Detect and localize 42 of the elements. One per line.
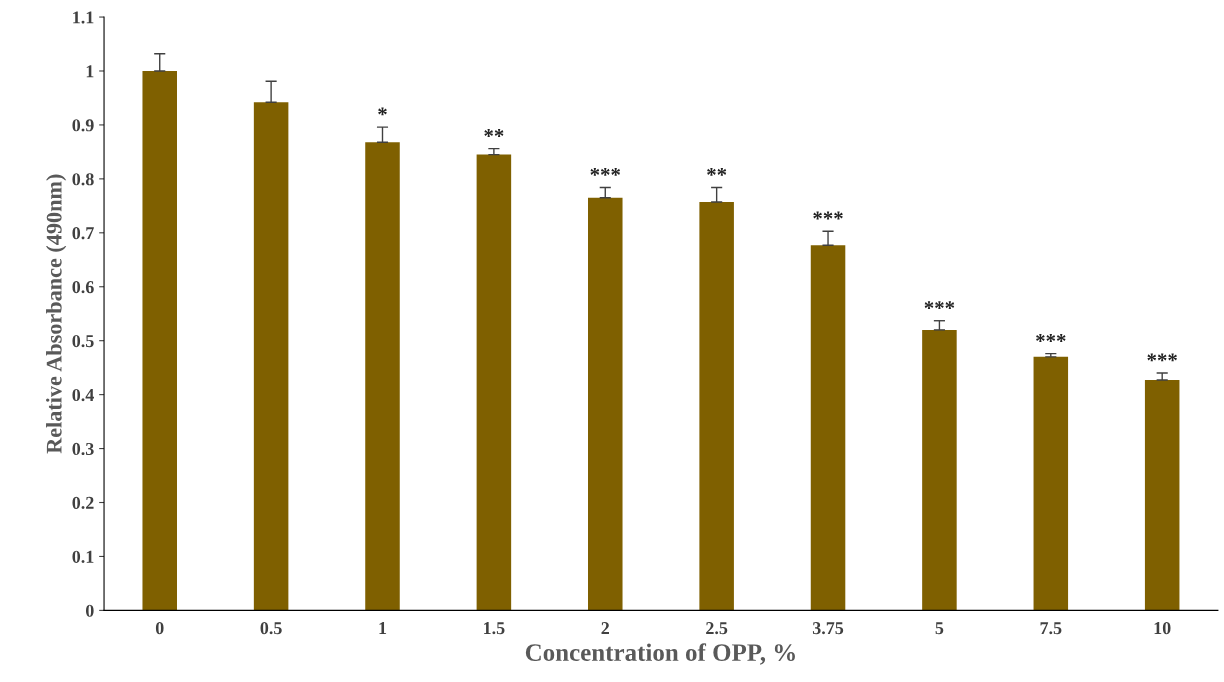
x-tick-label: 2 — [601, 622, 610, 635]
bar — [699, 202, 734, 611]
bar — [1033, 356, 1069, 611]
x-tick-label: 7.5 — [1040, 622, 1062, 635]
y-tick-label: 0.6 — [72, 281, 94, 294]
y-tick-label: 0.9 — [72, 119, 94, 132]
y-axis-title: Relative Absorbance (490nm) — [46, 174, 67, 454]
y-tick-label: 0.5 — [72, 334, 94, 348]
x-tick-label: 1.5 — [484, 622, 505, 635]
x-tick-label: 0 — [155, 622, 164, 635]
bar — [588, 197, 623, 611]
annotation: *** — [1036, 334, 1066, 342]
x-tick-label: 0.5 — [260, 622, 282, 635]
annotation: *** — [590, 167, 621, 176]
bar — [142, 70, 177, 611]
annotation: * — [378, 107, 387, 116]
x-tick-label: 3.75 — [812, 622, 844, 635]
y-tick-label: 0.7 — [72, 227, 94, 240]
annotation: ** — [484, 129, 504, 137]
y-tick-label: 0.4 — [72, 388, 94, 402]
x-axis-title: Concentration of OPP, % — [525, 643, 795, 665]
annotation: *** — [924, 301, 955, 310]
annotation: *** — [813, 211, 843, 220]
y-tick-label: 0 — [85, 604, 94, 617]
annotation: ** — [707, 167, 727, 176]
x-tick-label: 10 — [1154, 622, 1171, 635]
annotation: *** — [1147, 353, 1177, 362]
bar — [365, 142, 400, 611]
y-tick-label: 0.2 — [72, 496, 94, 510]
y-tick-label: 0.3 — [72, 442, 94, 456]
bar — [253, 102, 289, 611]
bar — [476, 154, 512, 611]
x-tick-label: 5 — [935, 622, 944, 635]
y-tick-label: 1 — [86, 65, 94, 78]
x-tick-label: 1 — [379, 622, 387, 635]
bar — [922, 329, 957, 611]
y-tick-label: 0.8 — [72, 173, 94, 186]
bar — [1144, 380, 1180, 611]
bar — [810, 245, 846, 611]
y-tick-label: 0.1 — [72, 550, 94, 563]
x-tick-label: 2.5 — [706, 622, 728, 635]
y-tick-label: 1.1 — [73, 11, 94, 24]
